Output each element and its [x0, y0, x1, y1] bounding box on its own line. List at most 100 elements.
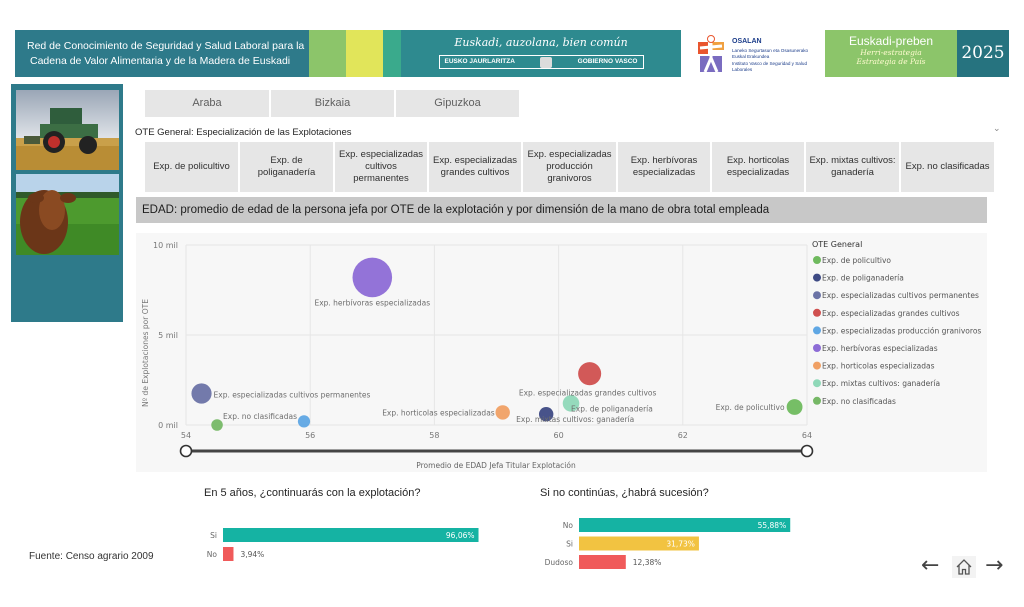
legend-item[interactable]: Exp. especializadas grandes cultivos — [822, 309, 960, 318]
legend-marker — [813, 308, 821, 317]
gov-motto: Euskadi, auzolana, bien común — [454, 36, 628, 49]
bar-category-label: No — [563, 521, 574, 530]
legend-marker — [813, 256, 821, 264]
region-button-gipuzkoa[interactable]: Gipuzkoa — [396, 90, 519, 117]
arrow-left-icon[interactable]: ← — [921, 553, 940, 578]
bar-chart-2-title: Si no continúas, ¿habrá sucesión? — [540, 487, 709, 499]
ote-button[interactable]: Exp. especializadas producción granivoro… — [523, 142, 616, 192]
legend-marker — [813, 326, 821, 335]
x-axis-label: Promedio de EDAD Jefa Titular Explotació… — [416, 461, 576, 470]
bubble-data-label: Exp. de policultivo — [716, 403, 785, 412]
network-title-banner: Red de Conocimiento de Seguridad y Salud… — [15, 30, 309, 77]
gov-logo: EUSKO JAURLARITZA GOBIERNO VASCO — [438, 55, 644, 69]
bubble-0[interactable] — [786, 399, 803, 415]
bar[interactable] — [579, 536, 699, 551]
age-range-slider[interactable] — [179, 444, 814, 458]
legend-item[interactable]: Exp. de poliganadería — [822, 274, 904, 283]
bubble-3[interactable] — [578, 362, 602, 386]
chevron-down-icon[interactable]: ⌄ — [993, 124, 1001, 134]
slider-min-handle[interactable] — [179, 444, 193, 458]
legend-item[interactable]: Exp. especializadas producción granivoro… — [822, 326, 981, 335]
bubble-data-label: Exp. especializadas grandes cultivos — [519, 389, 657, 398]
bubble-1[interactable] — [538, 407, 554, 422]
bar-value-label: 96,06% — [446, 531, 475, 540]
bubble-5[interactable] — [352, 257, 393, 298]
region-button-araba[interactable]: Araba — [145, 90, 269, 117]
arrow-right-icon[interactable]: → — [985, 553, 1004, 578]
ote-button[interactable]: Exp. especializadas cultivos permanentes — [335, 142, 427, 192]
bar-chart-1-title: En 5 años, ¿continuarás con la explotaci… — [204, 487, 421, 499]
year-badge: 2025 — [957, 30, 1009, 77]
legend-title: OTE General — [812, 240, 862, 249]
legend-marker — [813, 291, 821, 300]
bar[interactable] — [223, 528, 479, 542]
ote-button[interactable]: Exp. de poliganadería — [240, 142, 333, 192]
bar[interactable] — [579, 555, 626, 569]
home-icon[interactable] — [952, 556, 976, 578]
legend-item[interactable]: Exp. mixtas cultivos: ganadería — [822, 379, 940, 388]
x-tick-label: 54 — [181, 431, 191, 440]
bubble-6[interactable] — [495, 405, 510, 420]
ote-button[interactable]: Exp. de policultivo — [145, 142, 238, 192]
source-note: Fuente: Censo agrario 2009 — [29, 551, 154, 562]
bar[interactable] — [579, 518, 791, 532]
bar-category-label: Si — [566, 540, 573, 549]
photo-panel — [11, 84, 123, 322]
x-tick-label: 64 — [802, 431, 812, 440]
legend-item[interactable]: Exp. no clasificadas — [822, 397, 896, 406]
legend-marker — [813, 396, 821, 405]
bar-value-label: 55,88% — [758, 521, 787, 530]
bubble-2[interactable] — [191, 383, 212, 404]
preben-sub2: Estrategia de País — [856, 57, 926, 66]
ote-slicer-title: OTE General: Especialización de las Expl… — [135, 127, 352, 138]
ote-button[interactable]: Exp. especializadas grandes cultivos — [429, 142, 521, 192]
y-axis-label: Nº de Explotaciones por OTE — [141, 299, 150, 407]
network-title-line1: Red de Conocimiento de Seguridad y Salud… — [27, 40, 305, 52]
chart-title: EDAD: promedio de edad de la persona jef… — [136, 197, 987, 223]
preben-sub1: Herri-estrategia — [860, 48, 922, 57]
ote-button[interactable]: Exp. herbívoras especializadas — [618, 142, 710, 192]
color-stripe — [309, 30, 346, 77]
region-button-bizkaia[interactable]: Bizkaia — [271, 90, 394, 117]
legend-item[interactable]: Exp. especializadas cultivos permanentes — [822, 291, 979, 300]
bubble-chart: 54 56 58 60 62 64 0 mil 5 mil 10 mil Exp. de pol… — [141, 240, 981, 470]
gov-left-text: EUSKO JAURLARITZA — [444, 58, 515, 65]
legend-item[interactable]: Exp. herbívoras especializadas — [822, 344, 938, 353]
slider-max-handle[interactable] — [800, 444, 814, 458]
x-tick-label: 62 — [678, 431, 688, 440]
legend-item[interactable]: Exp. horticolas especializadas — [822, 362, 935, 371]
legend-marker — [813, 344, 821, 352]
bubble-8[interactable] — [211, 419, 223, 431]
home-button[interactable] — [952, 556, 976, 578]
bubble-data-label: Exp. no clasificadas — [223, 412, 297, 421]
ote-button[interactable]: Exp. mixtas cultivos: ganadería — [806, 142, 899, 192]
legend-marker — [813, 273, 821, 282]
bar[interactable] — [223, 547, 234, 561]
preben-title: Euskadi-preben — [848, 34, 934, 48]
ote-button[interactable]: Exp. no clasificadas — [901, 142, 994, 192]
legend-marker — [813, 379, 821, 388]
bubble-data-label: Exp. de poliganadería — [571, 404, 653, 413]
bar-value-label: 31,73% — [666, 540, 695, 549]
bar-value-label: 3,94% — [240, 550, 264, 559]
bubble-data-label: Exp. especializadas cultivos permanentes — [214, 391, 371, 400]
bubble-data-label: Exp. mixtas cultivos: ganadería — [516, 415, 634, 424]
x-tick-label: 56 — [305, 431, 315, 440]
preben-logo: Euskadi-preben Herri-estrategia Estrateg… — [825, 30, 957, 77]
legend-item[interactable]: Exp. de policultivo — [822, 256, 891, 265]
tractor-photo — [16, 90, 119, 170]
osalan-desc-es: Instituto Vasco de Seguridad y Salud Lab… — [732, 61, 807, 72]
bubble-chart-panel: 54 56 58 60 62 64 0 mil 5 mil 10 mil Exp. de pol… — [136, 233, 987, 472]
bar-category-label: No — [207, 550, 218, 559]
bubble-7[interactable] — [562, 395, 580, 412]
ote-button[interactable]: Exp. horticolas especializadas — [712, 142, 804, 192]
x-tick-label: 58 — [429, 431, 439, 440]
bubble-data-label: Exp. horticolas especializadas — [382, 408, 495, 417]
y-tick-label: 10 mil — [153, 241, 178, 250]
color-stripe — [383, 30, 401, 77]
gov-right-text: GOBIERNO VASCO — [577, 58, 638, 65]
legend-marker — [813, 361, 821, 370]
osalan-logo: OSALAN Laneko Segurtasun eta Osasunerako… — [694, 30, 820, 77]
x-tick-label: 60 — [554, 431, 564, 440]
bubble-4[interactable] — [297, 415, 311, 428]
